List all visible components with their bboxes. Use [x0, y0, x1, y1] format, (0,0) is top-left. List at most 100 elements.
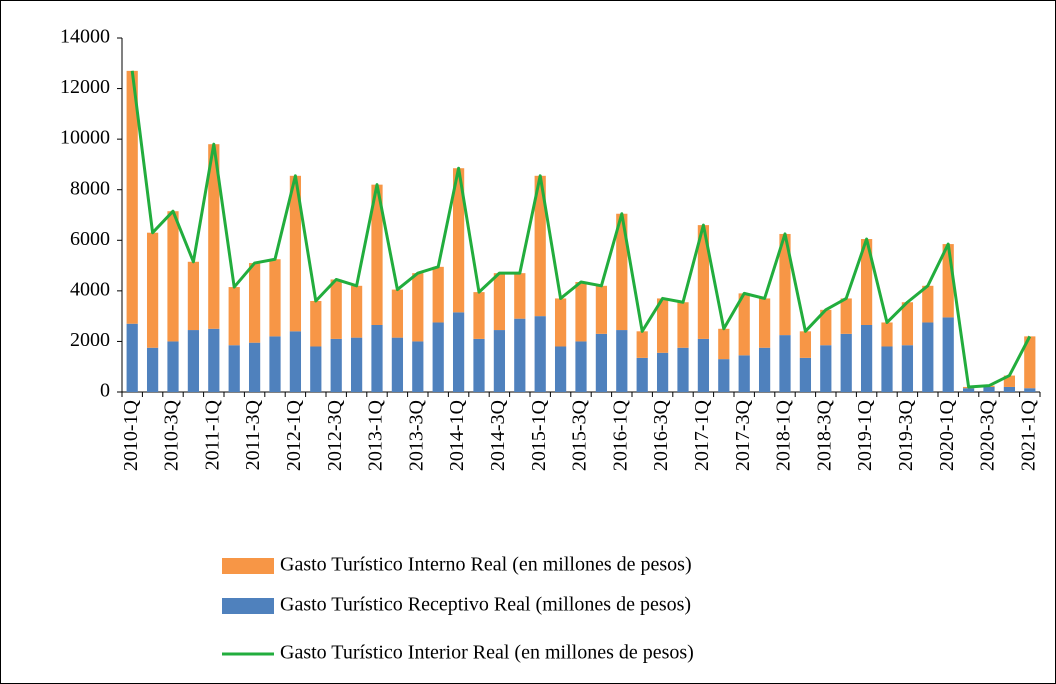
bar-segment: [452, 168, 465, 313]
bar-segment: [412, 273, 424, 342]
y-tick-label: 14000: [60, 26, 110, 48]
x-tick-label: 2019-1Q: [854, 399, 876, 471]
legend-swatch: [222, 598, 274, 614]
bar-segment: [248, 263, 261, 343]
bar-segment: [575, 341, 587, 392]
bar-segment: [636, 357, 648, 392]
x-tick-label: 2017-1Q: [691, 399, 713, 471]
bar-segment: [269, 259, 281, 337]
bar-segment: [473, 292, 485, 339]
bar-segment: [881, 322, 893, 347]
bar-segment: [738, 293, 750, 356]
bar-segment: [289, 331, 302, 392]
bar-segment: [616, 213, 628, 331]
bar-segment: [656, 298, 669, 353]
bar-segment: [350, 337, 363, 392]
bar-segment: [289, 175, 302, 332]
bar-segment: [820, 309, 832, 346]
legend-swatch: [222, 558, 274, 574]
bar-segment: [167, 211, 179, 342]
bar-segment: [473, 338, 485, 392]
bar-segment: [391, 337, 404, 392]
bar-segment: [860, 239, 873, 325]
bar-segment: [269, 336, 281, 392]
bar-segment: [779, 335, 791, 392]
x-tick-label: 2012-1Q: [283, 399, 305, 471]
x-tick-label: 2021-1Q: [1017, 399, 1039, 471]
bar-segment: [799, 357, 812, 392]
bar-segment: [208, 144, 220, 329]
bar-segment: [187, 261, 200, 331]
x-tick-label: 2012-3Q: [324, 399, 346, 471]
bar-segment: [534, 175, 546, 317]
bar-segment: [371, 184, 383, 325]
bar-segment: [820, 345, 832, 392]
x-tick-label: 2016-1Q: [609, 399, 631, 471]
x-tick-label: 2010-3Q: [161, 399, 183, 471]
legend-label: Gasto Turístico Interno Real (en millone…: [280, 554, 692, 576]
bar-segment: [697, 338, 710, 392]
bar-segment: [228, 345, 240, 392]
bar-segment: [595, 333, 608, 392]
bar-segment: [432, 266, 444, 323]
bar-segment: [922, 285, 934, 323]
bar-segment: [391, 289, 404, 338]
y-tick-label: 0: [100, 380, 110, 402]
legend-label: Gasto Turístico Receptivo Real (millones…: [280, 594, 691, 616]
y-tick-label: 6000: [70, 228, 110, 250]
bar-segment: [208, 328, 220, 392]
bar-segment: [881, 346, 893, 392]
bar-segment: [187, 330, 200, 392]
x-tick-label: 2015-1Q: [528, 399, 550, 471]
bar-segment: [901, 302, 914, 346]
x-tick-label: 2013-3Q: [405, 399, 427, 471]
bar-segment: [534, 316, 546, 392]
bar-segment: [412, 341, 424, 392]
x-tick-label: 2018-3Q: [813, 399, 835, 471]
bar-segment: [1003, 375, 1016, 387]
x-tick-label: 2016-3Q: [650, 399, 672, 471]
bar-segment: [697, 225, 710, 339]
bar-segment: [758, 298, 771, 348]
bar-segment: [330, 338, 342, 392]
x-tick-label: 2014-3Q: [487, 399, 509, 471]
bar-segment: [942, 317, 954, 392]
bar-segment: [167, 341, 179, 392]
bar-segment: [677, 302, 689, 348]
x-tick-label: 2011-3Q: [242, 399, 264, 470]
bar-segment: [779, 233, 791, 336]
x-tick-label: 2014-1Q: [446, 399, 468, 471]
bar-segment: [575, 282, 587, 342]
bar-segment: [452, 312, 465, 392]
bar-segment: [554, 346, 567, 392]
y-tick-label: 12000: [60, 76, 110, 98]
bar-segment: [126, 323, 138, 392]
line: [130, 70, 1032, 389]
bar-segment: [310, 346, 322, 392]
x-tick-label: 2013-1Q: [365, 399, 387, 471]
bar-segment: [860, 324, 873, 392]
bar-segment: [942, 244, 954, 318]
bar-segment: [248, 342, 261, 392]
x-tick-label: 2015-3Q: [569, 399, 591, 471]
bar-segment: [514, 318, 526, 392]
bar-segment: [799, 331, 812, 358]
bar-segment: [432, 322, 444, 392]
bar-segment: [595, 285, 608, 334]
bar-segment: [514, 273, 526, 319]
bar-segment: [758, 347, 771, 392]
bar-segment: [330, 279, 342, 339]
bar-segment: [493, 273, 506, 331]
y-tick-label: 2000: [70, 329, 110, 351]
bar-segment: [493, 330, 506, 392]
bar-segment: [146, 347, 159, 392]
bar-segment: [840, 333, 852, 392]
y-tick-label: 10000: [60, 127, 110, 149]
y-tick-label: 4000: [70, 278, 110, 300]
bar-segment: [228, 287, 240, 346]
x-tick-label: 2010-1Q: [120, 399, 142, 471]
bar-segment: [1024, 336, 1036, 389]
x-tick-label: 2020-3Q: [977, 399, 999, 471]
